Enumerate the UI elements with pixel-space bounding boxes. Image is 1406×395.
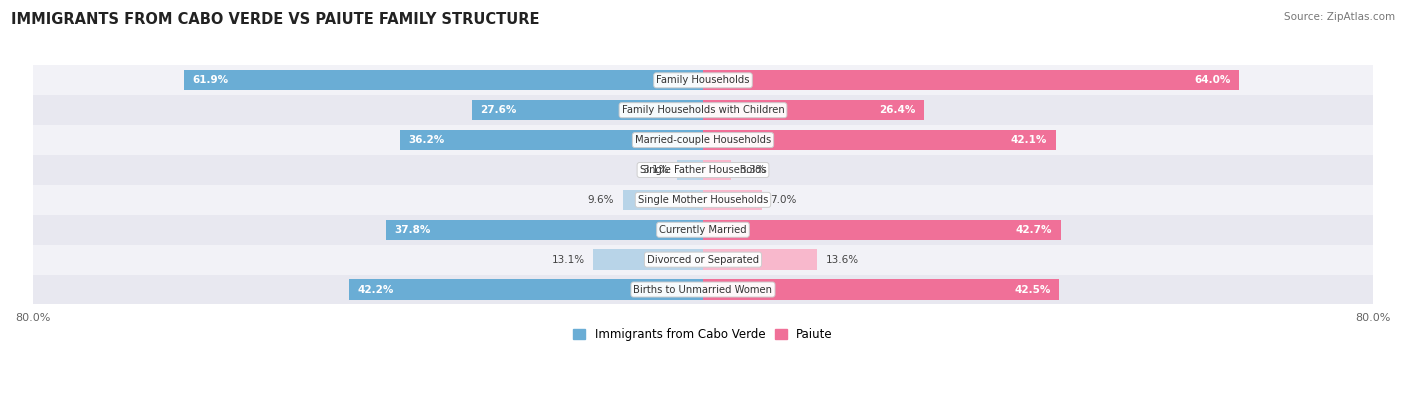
Bar: [703, 250, 817, 270]
Bar: [32, 125, 1374, 155]
Text: 42.7%: 42.7%: [1017, 225, 1053, 235]
Bar: [32, 245, 1374, 275]
Text: 13.1%: 13.1%: [551, 255, 585, 265]
Bar: [703, 279, 1059, 300]
Text: Married-couple Households: Married-couple Households: [636, 135, 770, 145]
Bar: [703, 190, 762, 210]
Text: Currently Married: Currently Married: [659, 225, 747, 235]
Bar: [703, 130, 1056, 150]
Bar: [703, 100, 924, 120]
Text: 9.6%: 9.6%: [588, 195, 614, 205]
Text: 36.2%: 36.2%: [408, 135, 444, 145]
Text: 3.1%: 3.1%: [643, 165, 669, 175]
Text: 42.1%: 42.1%: [1011, 135, 1047, 145]
Text: 13.6%: 13.6%: [825, 255, 859, 265]
Text: Single Father Households: Single Father Households: [640, 165, 766, 175]
Text: 37.8%: 37.8%: [395, 225, 432, 235]
Text: 7.0%: 7.0%: [770, 195, 796, 205]
Text: Births to Unmarried Women: Births to Unmarried Women: [634, 284, 772, 295]
Bar: [387, 220, 703, 240]
Bar: [32, 185, 1374, 215]
Bar: [32, 215, 1374, 245]
Bar: [32, 155, 1374, 185]
Bar: [703, 160, 731, 180]
Text: Divorced or Separated: Divorced or Separated: [647, 255, 759, 265]
Text: 3.3%: 3.3%: [740, 165, 765, 175]
Bar: [703, 220, 1060, 240]
Bar: [472, 100, 703, 120]
Text: 61.9%: 61.9%: [193, 75, 229, 85]
Bar: [623, 190, 703, 210]
Text: Source: ZipAtlas.com: Source: ZipAtlas.com: [1284, 12, 1395, 22]
Text: Single Mother Households: Single Mother Households: [638, 195, 768, 205]
Bar: [32, 275, 1374, 305]
Text: 64.0%: 64.0%: [1195, 75, 1230, 85]
Legend: Immigrants from Cabo Verde, Paiute: Immigrants from Cabo Verde, Paiute: [568, 323, 838, 346]
Bar: [32, 95, 1374, 125]
Text: 42.2%: 42.2%: [357, 284, 394, 295]
Bar: [32, 66, 1374, 95]
Bar: [593, 250, 703, 270]
Bar: [350, 279, 703, 300]
Text: Family Households with Children: Family Households with Children: [621, 105, 785, 115]
Text: Family Households: Family Households: [657, 75, 749, 85]
Bar: [678, 160, 703, 180]
Bar: [399, 130, 703, 150]
Text: 42.5%: 42.5%: [1014, 284, 1050, 295]
Text: 26.4%: 26.4%: [879, 105, 915, 115]
Text: 27.6%: 27.6%: [479, 105, 516, 115]
Bar: [703, 70, 1239, 90]
Text: IMMIGRANTS FROM CABO VERDE VS PAIUTE FAMILY STRUCTURE: IMMIGRANTS FROM CABO VERDE VS PAIUTE FAM…: [11, 12, 540, 27]
Bar: [184, 70, 703, 90]
